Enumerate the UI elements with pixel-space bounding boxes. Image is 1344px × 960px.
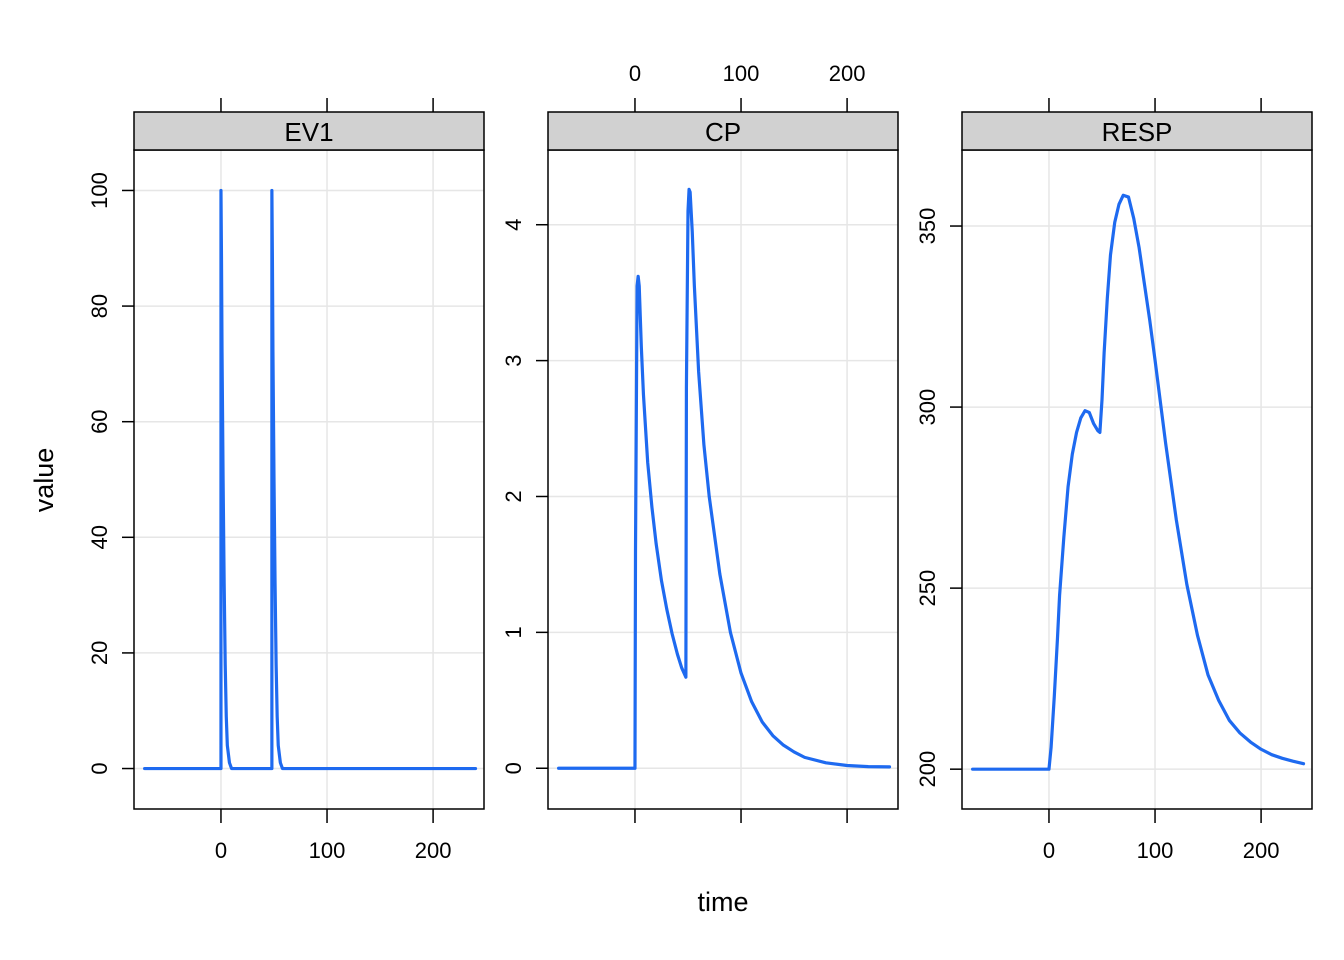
strip-background <box>547 111 899 151</box>
panel-border <box>133 149 485 810</box>
x-tick-label: 0 <box>629 61 641 86</box>
y-tick-label: 3 <box>501 354 526 366</box>
y-tick-label: 100 <box>87 172 112 209</box>
y-axis-title: value <box>29 448 59 513</box>
series-line-resp <box>971 193 1306 771</box>
y-tick-label: 0 <box>87 762 112 774</box>
x-tick-label: 100 <box>723 61 760 86</box>
strip-background <box>133 111 485 151</box>
y-tick-label: 0 <box>501 762 526 774</box>
y-tick-label: 250 <box>915 570 940 607</box>
x-tick-label: 200 <box>1243 838 1280 863</box>
x-tick-label: 100 <box>1137 838 1174 863</box>
strip-label: RESP <box>1102 117 1173 147</box>
strip-label: CP <box>705 117 741 147</box>
series-line-ev1 <box>143 188 478 771</box>
y-tick-label: 4 <box>501 219 526 231</box>
strip-background <box>961 111 1313 151</box>
strip-label: EV1 <box>284 117 333 147</box>
panel-border <box>961 149 1313 810</box>
x-axis-title: time <box>697 887 748 917</box>
y-tick-label: 2 <box>501 490 526 502</box>
y-tick-label: 200 <box>915 751 940 788</box>
panel-ev1: EV1 0 20 40 60 80 100 0 100 200 <box>87 98 485 863</box>
panel-resp: RESP 200 250 300 350 0 100 200 <box>915 98 1313 863</box>
y-tick-label: 1 <box>501 626 526 638</box>
x-tick-label: 200 <box>415 838 452 863</box>
panel-border <box>547 149 899 810</box>
x-tick-label: 0 <box>215 838 227 863</box>
x-tick-label: 100 <box>309 838 346 863</box>
y-tick-label: 80 <box>87 294 112 318</box>
panel-cp: CP 0 1 2 3 4 0 100 200 <box>501 61 899 823</box>
y-tick-label: 350 <box>915 208 940 245</box>
y-tick-label: 40 <box>87 525 112 549</box>
x-tick-label: 0 <box>1043 838 1055 863</box>
x-tick-label: 200 <box>829 61 866 86</box>
series-line-cp <box>557 187 892 770</box>
y-tick-label: 300 <box>915 389 940 426</box>
y-tick-label: 60 <box>87 409 112 433</box>
y-tick-label: 20 <box>87 641 112 665</box>
